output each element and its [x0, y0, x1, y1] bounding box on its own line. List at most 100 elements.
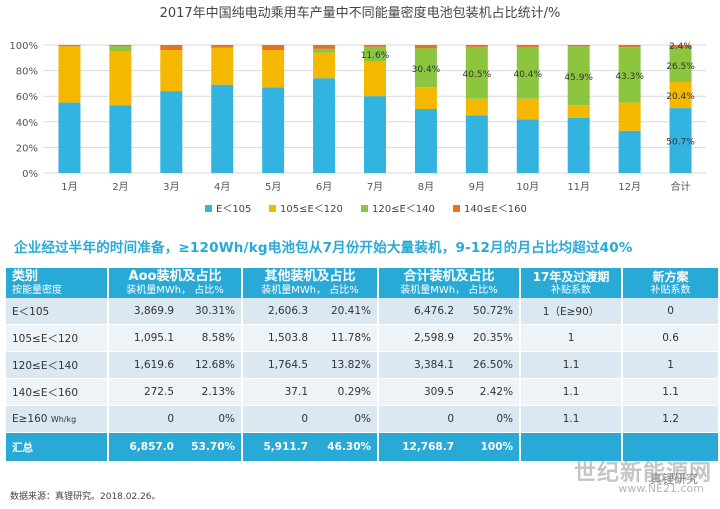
bar-segment	[669, 48, 692, 82]
data-label: 40.5%	[463, 70, 492, 80]
bar-segment	[109, 45, 132, 47]
cell-coef17: 1	[519, 324, 623, 353]
y-tick-label: 80%	[16, 67, 38, 78]
cell-category: 140≤E＜160	[6, 378, 108, 407]
header-category-sub: 按能量密度	[12, 285, 62, 297]
bar-segment	[160, 45, 183, 51]
bar-segment	[414, 48, 437, 88]
header-total: 合计装机及占比 装机量MWh， 占比%	[377, 268, 521, 299]
cell-coefnew: 1.1	[621, 378, 719, 407]
x-tick-label: 合计	[671, 180, 691, 193]
cell-other-pct: 0.29%	[314, 378, 379, 407]
cell-aoo-mwh: 3,869.9	[107, 298, 180, 326]
bar-segment	[364, 45, 386, 47]
bar-segment	[109, 51, 132, 106]
x-tick-label: 10月	[516, 181, 539, 193]
header-aoo-title: Aoo装机及占比	[128, 269, 222, 284]
cell-aoo-pct: 2.13%	[180, 378, 243, 407]
cell-category: 105≤E＜120	[6, 324, 108, 353]
data-label: 40.4%	[513, 70, 542, 80]
cell-coefnew: 0.6	[621, 324, 719, 353]
cell-aoo-mwh: 1,619.6	[107, 351, 180, 380]
bar-segment	[364, 96, 386, 173]
cell-aoo-mwh: 6,857.0	[107, 432, 180, 463]
x-tick-label: 6月	[316, 181, 332, 193]
x-tick-label: 5月	[265, 181, 281, 193]
cell-other-mwh: 0	[241, 405, 315, 434]
cell-coefnew: 1.2	[621, 405, 719, 434]
x-tick-label: 1月	[61, 181, 77, 193]
cell-aoo-pct: 8.58%	[180, 324, 243, 353]
x-tick-label: 9月	[469, 181, 485, 193]
data-label: 45.9%	[564, 73, 593, 83]
cell-other-mwh: 1,503.8	[241, 324, 315, 353]
watermark-url: www.NE21.com	[618, 482, 704, 495]
header-coef17: 17年及过渡期 补贴系数	[519, 268, 623, 299]
bar-segment	[160, 50, 183, 92]
headline: 企业经过半年的时间准备，≥120Wh/kg电池包从7月份开始大量装机，9-12月…	[14, 240, 633, 256]
x-tick-label: 12月	[618, 181, 641, 193]
bar-segment	[313, 52, 336, 79]
cell-total-mwh: 3,384.1	[377, 351, 461, 380]
bar-segment	[618, 102, 641, 131]
legend-label: 105≤E＜120	[280, 204, 343, 215]
table-row: 140≤E＜160 272.5 2.13% 37.1 0.29% 309.5 2…	[6, 378, 719, 407]
bar-segment	[516, 45, 539, 48]
cell-total-pct: 20.35%	[460, 324, 521, 353]
header-other-title: 其他装机及占比	[264, 269, 356, 284]
y-tick-label: 100%	[9, 41, 38, 52]
cell-other-mwh: 37.1	[241, 378, 315, 407]
cell-aoo-pct: 53.70%	[180, 432, 243, 463]
table-header-row: 类别 按能量密度 Aoo装机及占比 装机量MWh， 占比% 其他装机及占比 装机…	[6, 268, 719, 299]
bar-segment	[160, 91, 183, 173]
bar-segment	[669, 45, 692, 49]
bar-segment	[465, 46, 488, 99]
x-tick-label: 11月	[567, 181, 590, 193]
bar-segment	[618, 130, 641, 173]
cell-aoo-mwh: 0	[107, 405, 180, 434]
data-label: 11.6%	[361, 51, 390, 61]
bar-segment	[58, 45, 81, 47]
bar-segment	[109, 46, 132, 52]
table-total-row: 汇总 6,857.0 53.70% 5,911.7 46.30% 12,768.…	[6, 432, 719, 463]
bar-segment	[567, 105, 590, 118]
bar-segment	[567, 117, 590, 173]
x-tick-label: 2月	[112, 181, 128, 193]
legend-swatch	[453, 205, 460, 212]
bar-segment	[516, 119, 539, 173]
data-label: 26.5%	[666, 62, 695, 72]
cell-other-mwh: 1,764.5	[241, 351, 315, 380]
bar-segment	[58, 102, 81, 173]
legend-swatch	[269, 205, 276, 212]
bar-segment	[313, 48, 336, 53]
bar-segment	[58, 46, 81, 103]
cell-total-mwh: 309.5	[377, 378, 461, 407]
header-coefnew: 新方案 补贴系数	[621, 268, 719, 299]
cell-category-unit: Wh/kg	[50, 415, 77, 425]
cell-coefnew	[621, 432, 719, 463]
cell-total-label: 汇总	[6, 432, 108, 463]
bar-segment	[618, 45, 641, 48]
cell-category-label: E≥160	[12, 413, 48, 426]
bar-segment	[414, 87, 437, 109]
x-tick-label: 7月	[367, 181, 383, 193]
data-label: 43.3%	[615, 72, 644, 82]
x-tick-label: 3月	[163, 181, 179, 193]
cell-total-pct: 50.72%	[460, 298, 521, 326]
bar-segment	[465, 115, 488, 173]
legend-swatch	[361, 205, 368, 212]
cell-coef17: 1.1	[519, 378, 623, 407]
data-label: 20.4%	[666, 92, 695, 102]
cell-total-pct: 0%	[460, 405, 521, 434]
cell-total-pct: 26.50%	[460, 351, 521, 380]
bar-segment	[211, 45, 234, 48]
y-tick-label: 0%	[22, 169, 38, 180]
cell-other-pct: 46.30%	[314, 432, 379, 463]
header-other-sub: 装机量MWh， 占比%	[261, 285, 359, 297]
bar-segment	[465, 45, 488, 47]
cell-total-pct: 2.42%	[460, 378, 521, 407]
header-total-sub: 装机量MWh， 占比%	[400, 285, 498, 297]
cell-coefnew: 0	[621, 298, 719, 326]
bar-segment	[414, 109, 437, 173]
y-tick-label: 60%	[16, 92, 38, 103]
